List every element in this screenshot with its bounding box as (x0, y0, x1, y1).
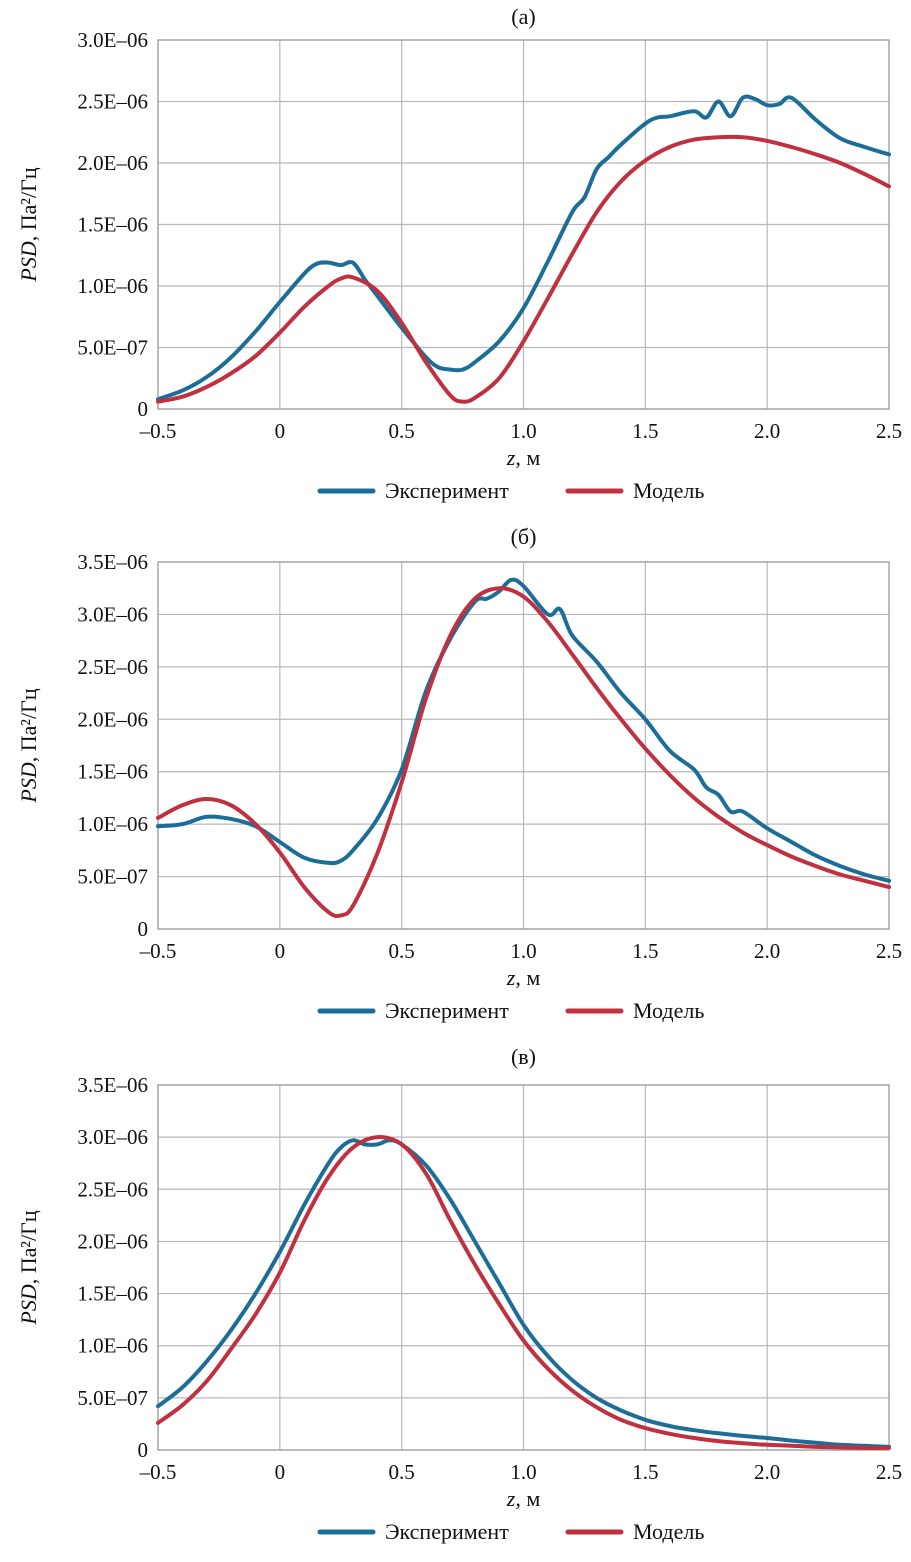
x-axis-variable: z (506, 445, 516, 470)
y-axis-unit: , Па²/Гц (16, 1210, 41, 1284)
x-tick-label: 0.5 (389, 939, 415, 963)
x-tick-label: 1.5 (632, 939, 658, 963)
x-axis-variable: z (506, 965, 516, 990)
x-tick-label: 0 (275, 1460, 286, 1484)
y-axis-label: PSD, Па²/Гц (16, 1210, 41, 1325)
y-axis-variable: PSD (16, 762, 41, 803)
x-tick-label: 1.0 (510, 1460, 536, 1484)
x-axis-label: z, м (506, 445, 541, 470)
x-tick-label: 1.0 (510, 939, 536, 963)
y-tick-label: 1.0E–06 (77, 274, 148, 298)
y-axis-unit: , Па²/Гц (16, 167, 41, 241)
y-tick-label: 3.5E–06 (77, 550, 148, 574)
y-tick-label: 2.0E–06 (77, 1229, 148, 1253)
grid-lines (157, 1084, 890, 1451)
y-tick-label: 2.5E–06 (77, 90, 148, 114)
x-axis-unit: , м (515, 445, 540, 470)
y-tick-label: 2.0E–06 (77, 707, 148, 731)
y-tick-label: 3.0E–06 (77, 1125, 148, 1149)
y-tick-label: 1.0E–06 (77, 1334, 148, 1358)
plot-frame (157, 561, 890, 930)
x-tick-label: 2.0 (754, 939, 780, 963)
x-tick-label: 1.5 (632, 419, 658, 443)
chart-panel-3: (в)–0.5 0 0.5 1.0 1.5 2.0 2.505.0E–071.0E–061.… (16, 1044, 902, 1544)
chart-panel-1: (а)–0.5 0 0.5 1.0 1.5 2.0 2.505.0E–071.0E–061.… (16, 4, 902, 503)
y-tick-label: 1.0E–06 (77, 812, 148, 836)
y-tick-label: 5.0E–07 (77, 336, 148, 360)
y-tick-label: 0 (138, 917, 149, 941)
y-tick-label: 5.0E–07 (77, 1386, 148, 1410)
y-tick-label: 2.0E–06 (77, 151, 148, 175)
x-axis-unit: , м (515, 965, 540, 990)
chart-panel-2: (б)–0.5 0 0.5 1.0 1.5 2.0 2.505.0E–071.0E–061.… (16, 524, 902, 1023)
legend-label: Эксперимент (385, 1519, 509, 1544)
x-tick-label: 2.5 (876, 939, 902, 963)
x-tick-label: 2.5 (876, 419, 902, 443)
panel-title: (а) (511, 4, 535, 29)
series-line-experiment (156, 94, 891, 402)
series-line-model (156, 586, 891, 919)
x-axis-label: z, м (506, 965, 541, 990)
x-tick-label: 2.0 (754, 419, 780, 443)
x-tick-label: 1.0 (510, 419, 536, 443)
x-tick-label: 0.5 (389, 1460, 415, 1484)
legend-item: Эксперимент (317, 478, 509, 503)
y-tick-label: 2.5E–06 (77, 655, 148, 679)
series-line-experiment (156, 577, 891, 883)
x-axis-label: z, м (506, 1486, 541, 1511)
y-tick-label: 3.0E–06 (77, 28, 148, 52)
grid-lines (157, 39, 890, 410)
y-axis-label: PSD, Па²/Гц (16, 167, 41, 282)
y-tick-label: 1.5E–06 (77, 1282, 148, 1306)
plot-frame (157, 1084, 890, 1451)
plot-frame (157, 39, 890, 410)
x-tick-label: –0.5 (139, 419, 177, 443)
legend-label: Эксперимент (385, 998, 509, 1023)
y-axis-label: PSD, Па²/Гц (16, 688, 41, 803)
x-tick-label: –0.5 (139, 939, 177, 963)
series-line-experiment (156, 1138, 891, 1449)
legend-item: Эксперимент (317, 1519, 509, 1544)
x-tick-label: 1.5 (632, 1460, 658, 1484)
x-tick-label: –0.5 (139, 1460, 177, 1484)
series-line-model (156, 1135, 891, 1450)
legend-item: Модель (565, 1519, 704, 1544)
y-tick-label: 0 (138, 1438, 149, 1462)
y-tick-label: 0 (138, 397, 149, 421)
x-axis-unit: , м (515, 1486, 540, 1511)
panel-title: (в) (511, 1044, 536, 1069)
y-axis-variable: PSD (16, 241, 41, 282)
legend-label: Модель (633, 478, 704, 503)
y-tick-label: 2.5E–06 (77, 1177, 148, 1201)
legend-item: Модель (565, 998, 704, 1023)
x-axis-variable: z (506, 1486, 516, 1511)
x-tick-label: 2.5 (876, 1460, 902, 1484)
y-tick-label: 3.0E–06 (77, 602, 148, 626)
x-tick-label: 0 (275, 939, 286, 963)
y-tick-label: 1.5E–06 (77, 213, 148, 237)
y-axis-variable: PSD (16, 1284, 41, 1325)
x-tick-label: 0 (275, 419, 286, 443)
y-tick-label: 3.5E–06 (77, 1073, 148, 1097)
legend-item: Эксперимент (317, 998, 509, 1023)
series-line-model (156, 134, 891, 404)
legend-item: Модель (565, 478, 704, 503)
y-tick-label: 5.0E–07 (77, 865, 148, 889)
legend-label: Модель (633, 998, 704, 1023)
y-tick-label: 1.5E–06 (77, 760, 148, 784)
legend-label: Модель (633, 1519, 704, 1544)
panel-title: (б) (511, 524, 537, 549)
x-tick-label: 0.5 (389, 419, 415, 443)
legend-label: Эксперимент (385, 478, 509, 503)
x-tick-label: 2.0 (754, 1460, 780, 1484)
grid-lines (157, 561, 890, 930)
y-axis-unit: , Па²/Гц (16, 688, 41, 762)
